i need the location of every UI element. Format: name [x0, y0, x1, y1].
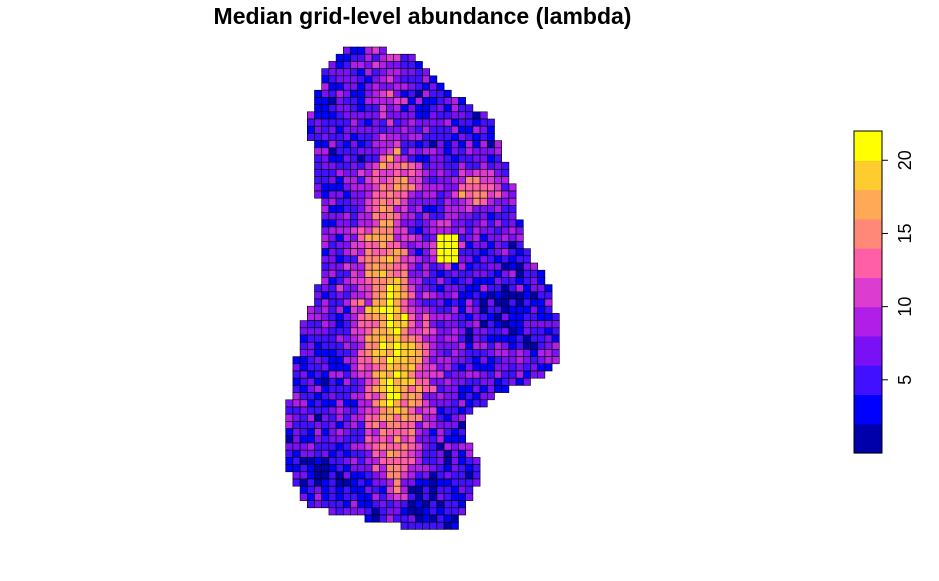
map-grid-cell	[465, 493, 474, 501]
legend-tick-label: 5	[895, 375, 915, 385]
legend-bin	[854, 218, 882, 249]
map-grid-cell	[450, 521, 459, 530]
legend-bin	[854, 131, 882, 161]
legend-bin	[854, 423, 882, 454]
legend-tick-label: 15	[895, 223, 915, 243]
legend-tick-label: 20	[895, 150, 915, 170]
chart-title: Median grid-level abundance (lambda)	[213, 3, 632, 29]
legend-bin	[854, 248, 882, 278]
legend-bin	[854, 365, 882, 396]
legend-bin	[854, 394, 882, 425]
legend-color-bins	[854, 131, 882, 454]
map-grid-cell	[551, 356, 560, 365]
map-grid-cells	[285, 46, 560, 530]
legend-frame	[853, 130, 883, 454]
legend-tick-label: 10	[895, 297, 915, 317]
map-grid-cell	[479, 399, 488, 408]
map-grid-cell	[472, 478, 481, 487]
map-grid-cell	[522, 377, 531, 386]
map-grid-cell	[465, 406, 474, 415]
map-grid-cell	[537, 370, 546, 379]
map-grid-cell	[458, 507, 466, 516]
legend-bin	[854, 306, 882, 337]
legend-bin	[854, 189, 882, 220]
legend-bin	[854, 277, 882, 308]
map-grid-cell	[486, 392, 495, 401]
map-grid-cell	[501, 385, 510, 393]
legend-ticks: 5 10 15 20	[882, 150, 915, 385]
map-grid-cell	[544, 363, 553, 372]
legend-bin	[854, 335, 882, 366]
legend-bin	[854, 160, 882, 191]
